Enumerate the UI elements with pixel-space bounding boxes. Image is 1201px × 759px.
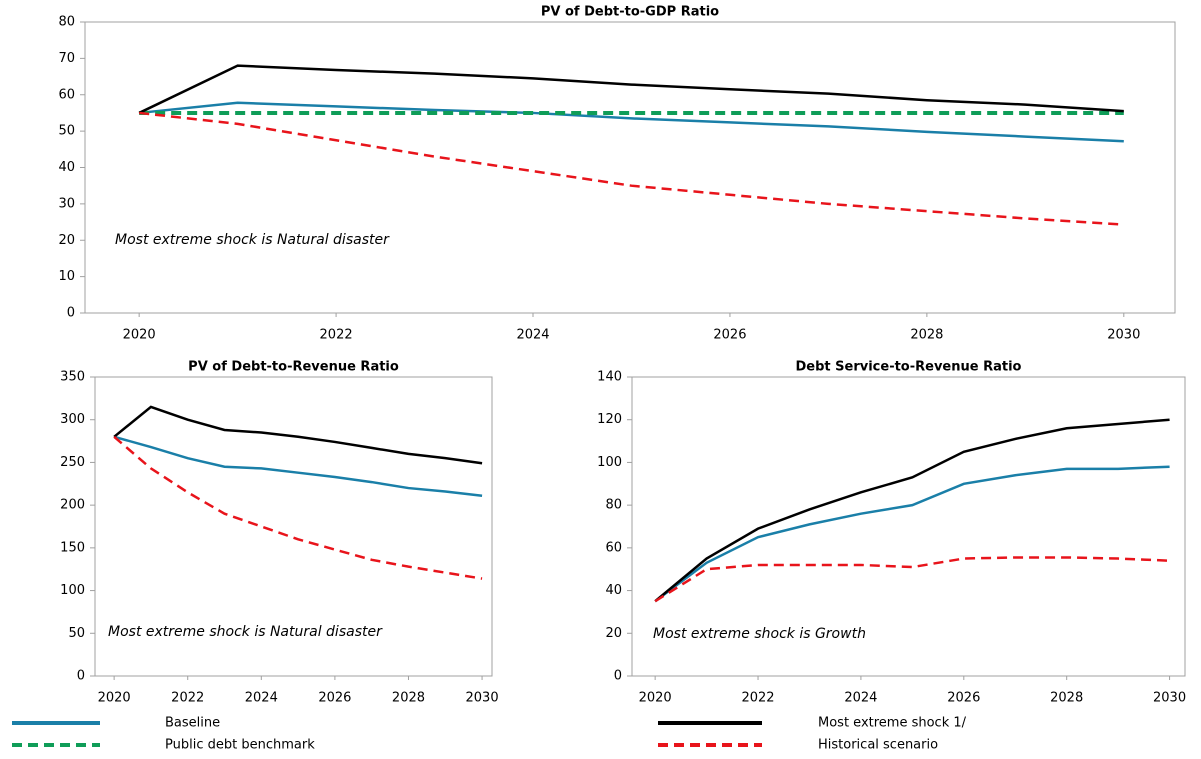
y-tick-label: 0 [77, 669, 85, 684]
y-tick-label: 60 [605, 540, 622, 555]
chart-title: PV of Debt-to-GDP Ratio [541, 5, 719, 20]
y-tick-label: 150 [60, 540, 85, 555]
x-tick-label: 2026 [318, 691, 351, 706]
y-tick-label: 20 [58, 233, 75, 248]
x-tick-label: 2026 [713, 328, 746, 343]
series-line [139, 111, 1124, 226]
y-tick-label: 30 [58, 196, 75, 211]
x-tick-label: 2022 [741, 691, 774, 706]
y-tick-label: 80 [58, 15, 75, 30]
series-line [654, 418, 1170, 603]
chart-title: Debt Service-to-Revenue Ratio [796, 360, 1022, 375]
x-tick-label: 2028 [1050, 691, 1083, 706]
chart-title: PV of Debt-to-Revenue Ratio [188, 360, 399, 375]
y-tick-label: 120 [597, 412, 622, 427]
x-tick-label: 2024 [516, 328, 549, 343]
series-line [138, 64, 1124, 115]
y-tick-label: 140 [597, 370, 622, 385]
y-tick-label: 250 [60, 455, 85, 470]
x-tick-label: 2020 [123, 328, 156, 343]
annotation: Most extreme shock is Growth [653, 626, 866, 642]
y-tick-label: 10 [58, 269, 75, 284]
y-tick-label: 40 [58, 160, 75, 175]
annotation: Most extreme shock is Natural disaster [115, 232, 390, 248]
x-tick-label: 2024 [844, 691, 877, 706]
x-tick-label: 2026 [947, 691, 980, 706]
x-tick-label: 2030 [466, 691, 499, 706]
y-tick-label: 200 [60, 498, 85, 513]
x-tick-label: 2028 [392, 691, 425, 706]
y-tick-label: 100 [60, 583, 85, 598]
y-tick-label: 100 [597, 455, 622, 470]
x-tick-label: 2020 [98, 691, 131, 706]
legend-label: Most extreme shock 1/ [818, 716, 967, 731]
y-tick-label: 0 [67, 306, 75, 321]
y-tick-label: 20 [605, 626, 622, 641]
annotation: Most extreme shock is Natural disaster [108, 624, 383, 640]
y-tick-label: 50 [68, 626, 85, 641]
plot-frame [94, 376, 493, 677]
legend-label: Public debt benchmark [165, 738, 315, 753]
x-tick-label: 2024 [245, 691, 278, 706]
series-line [113, 405, 483, 465]
x-tick-label: 2022 [171, 691, 204, 706]
y-tick-label: 50 [58, 124, 75, 139]
y-tick-label: 80 [605, 498, 622, 513]
y-tick-label: 350 [60, 370, 85, 385]
x-tick-label: 2028 [910, 328, 943, 343]
series-line [654, 556, 1170, 603]
x-tick-label: 2030 [1153, 691, 1186, 706]
x-tick-label: 2030 [1107, 328, 1140, 343]
y-tick-label: 0 [614, 669, 622, 684]
series-line [113, 435, 483, 580]
legend-label: Historical scenario [818, 738, 938, 753]
plot-frame [631, 376, 1186, 677]
x-tick-label: 2022 [320, 328, 353, 343]
y-tick-label: 60 [58, 87, 75, 102]
legend-label: Baseline [165, 716, 220, 731]
series-line [654, 465, 1170, 603]
x-tick-label: 2020 [639, 691, 672, 706]
y-tick-label: 300 [60, 412, 85, 427]
series-line [113, 435, 483, 497]
y-tick-label: 40 [605, 583, 622, 598]
series-line [139, 101, 1124, 143]
y-tick-label: 70 [58, 51, 75, 66]
